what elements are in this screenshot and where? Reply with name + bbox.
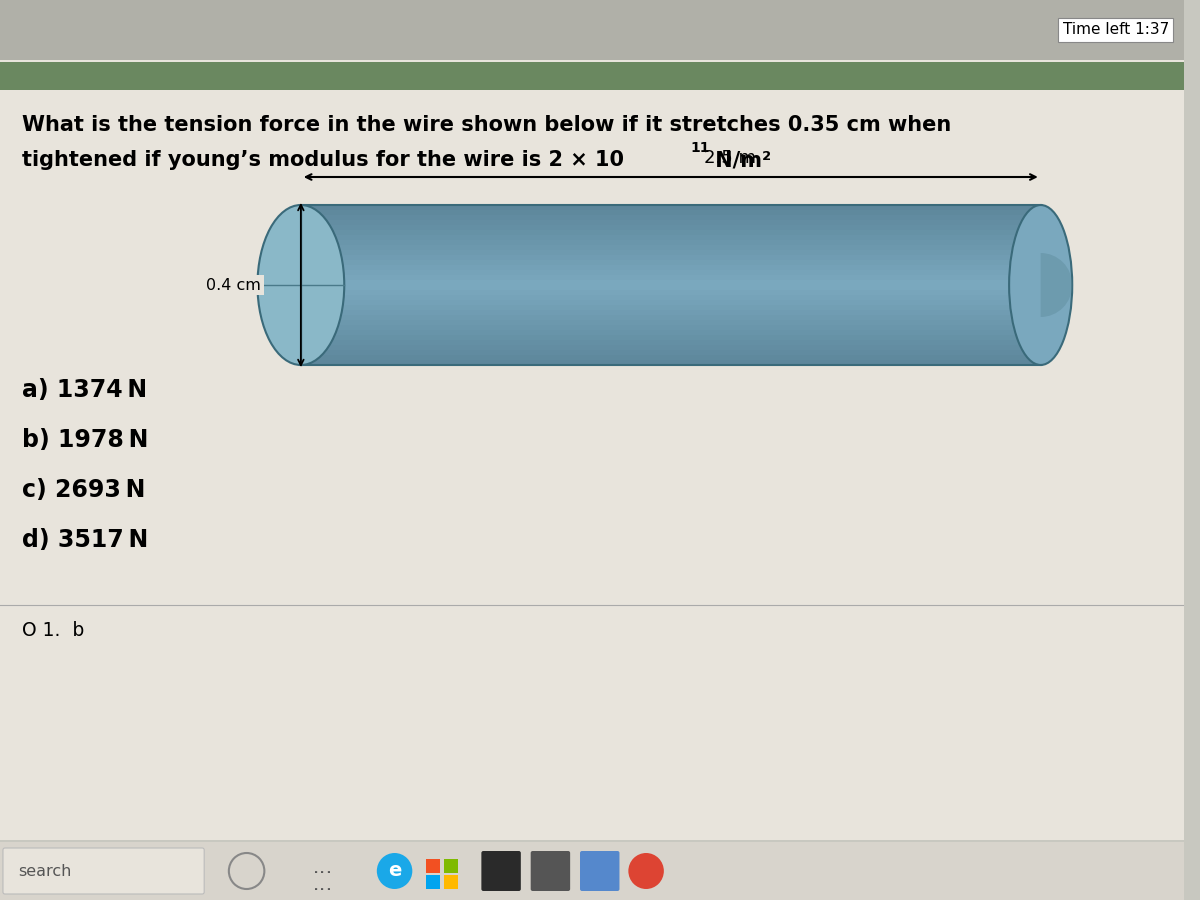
Bar — [301, 315, 1040, 320]
Bar — [301, 240, 1040, 245]
Bar — [301, 205, 1040, 365]
Bar — [0, 0, 1183, 60]
Wedge shape — [1040, 253, 1073, 317]
Bar — [0, 842, 1183, 900]
Ellipse shape — [258, 205, 344, 365]
FancyBboxPatch shape — [580, 851, 619, 891]
Text: 0.4 cm: 0.4 cm — [206, 277, 262, 292]
FancyBboxPatch shape — [530, 851, 570, 891]
Text: c) 2693 N: c) 2693 N — [22, 478, 145, 502]
Bar — [301, 260, 1040, 265]
Bar — [444, 859, 457, 873]
Text: a) 1374 N: a) 1374 N — [22, 378, 146, 402]
Bar — [301, 300, 1040, 305]
Text: O 1.  b: O 1. b — [22, 620, 84, 640]
Bar — [424, 853, 460, 889]
Bar — [301, 290, 1040, 295]
Text: 11: 11 — [690, 141, 710, 155]
Bar — [301, 310, 1040, 315]
Text: tightened if young’s modulus for the wire is 2 × 10: tightened if young’s modulus for the wir… — [22, 150, 624, 170]
Text: N/m²: N/m² — [708, 150, 772, 170]
Bar — [444, 875, 457, 889]
Bar — [301, 320, 1040, 325]
Bar — [426, 875, 440, 889]
Bar — [301, 340, 1040, 345]
Bar — [301, 325, 1040, 330]
Bar — [301, 220, 1040, 225]
Bar — [301, 205, 1040, 210]
Bar — [301, 355, 1040, 360]
Bar — [0, 62, 1183, 90]
FancyBboxPatch shape — [481, 851, 521, 891]
Bar — [301, 235, 1040, 240]
Bar — [301, 215, 1040, 220]
Bar — [301, 265, 1040, 270]
Text: 2.5 m: 2.5 m — [704, 149, 756, 167]
Bar — [301, 295, 1040, 300]
Bar — [301, 360, 1040, 365]
Text: d) 3517 N: d) 3517 N — [22, 528, 148, 552]
Bar — [426, 859, 440, 873]
Bar — [301, 245, 1040, 250]
Bar — [301, 330, 1040, 335]
FancyBboxPatch shape — [2, 848, 204, 894]
Bar — [0, 60, 1183, 840]
Bar — [301, 335, 1040, 340]
Bar — [301, 225, 1040, 230]
Circle shape — [377, 853, 413, 889]
Bar — [301, 345, 1040, 350]
Bar — [301, 350, 1040, 355]
Text: search: search — [18, 863, 71, 878]
Bar — [301, 275, 1040, 280]
Text: ⋮⋮: ⋮⋮ — [307, 853, 325, 889]
Bar — [301, 230, 1040, 235]
Bar — [301, 250, 1040, 255]
Ellipse shape — [1009, 205, 1073, 365]
Bar — [301, 305, 1040, 310]
Text: b) 1978 N: b) 1978 N — [22, 428, 148, 452]
Bar — [301, 270, 1040, 275]
Circle shape — [629, 853, 664, 889]
Bar — [301, 255, 1040, 260]
Text: What is the tension force in the wire shown below if it stretches 0.35 cm when: What is the tension force in the wire sh… — [22, 115, 950, 135]
Text: Time left 1:37: Time left 1:37 — [1063, 22, 1169, 38]
Text: e: e — [388, 861, 401, 880]
Bar — [301, 210, 1040, 215]
